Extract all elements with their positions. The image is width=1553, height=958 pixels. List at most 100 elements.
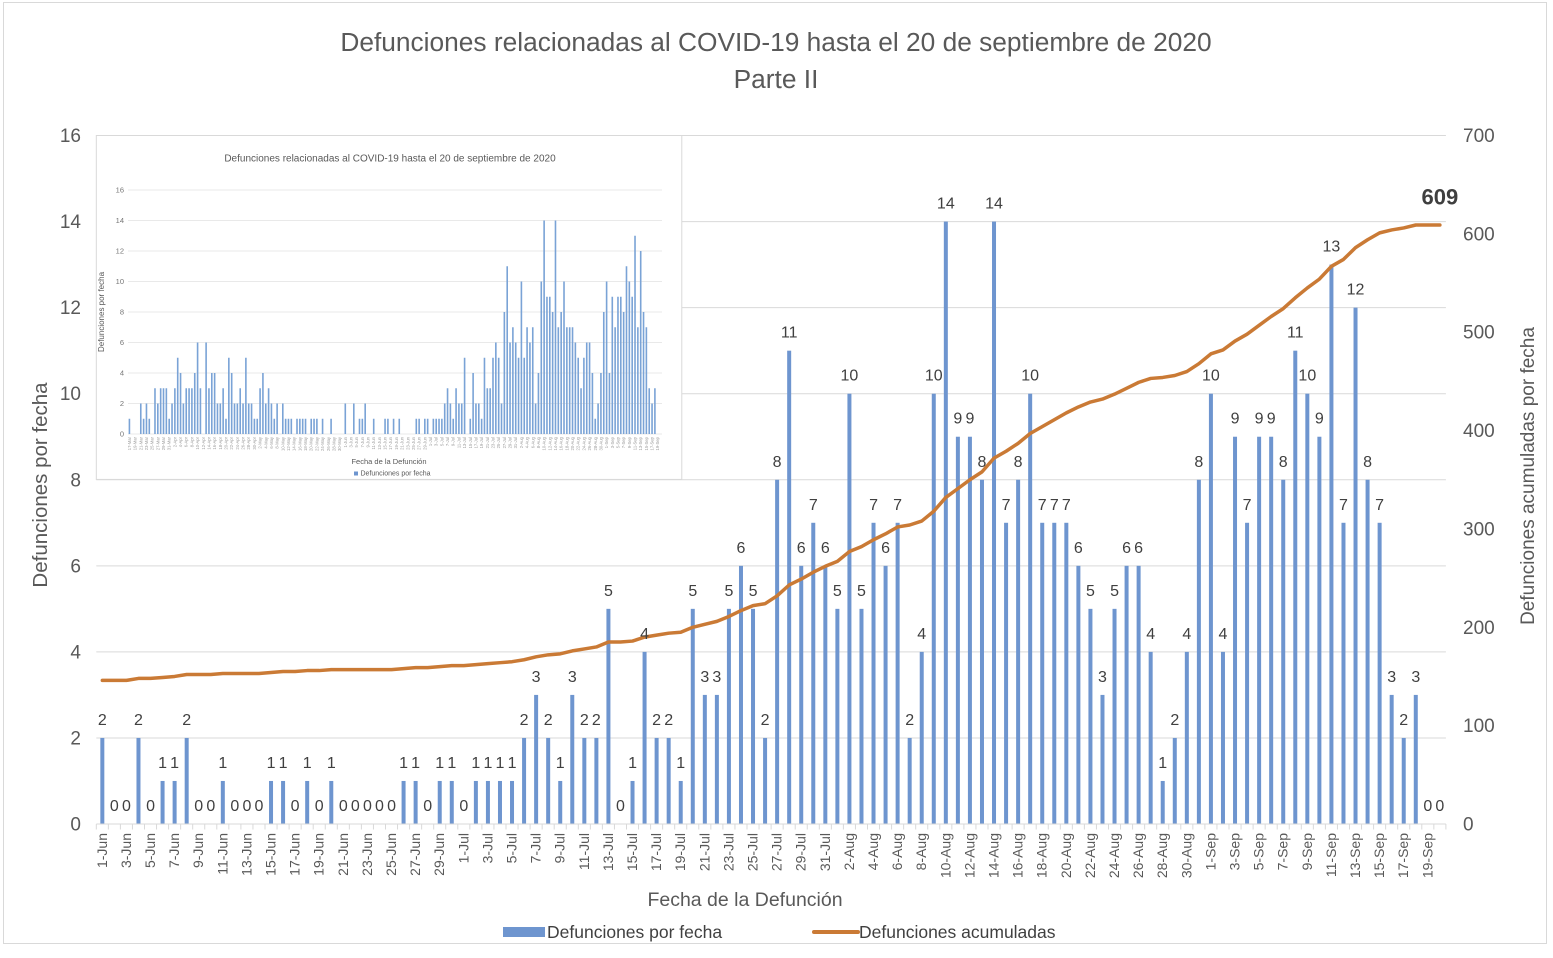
svg-text:10-Aug: 10-Aug <box>937 833 953 878</box>
svg-text:1-Sep: 1-Sep <box>1202 833 1218 871</box>
svg-text:17-Jul: 17-Jul <box>648 833 664 871</box>
svg-text:1: 1 <box>483 755 492 772</box>
svg-text:0: 0 <box>1463 815 1474 836</box>
svg-text:30-May: 30-May <box>337 436 342 451</box>
svg-text:1-Sep: 1-Sep <box>604 436 609 448</box>
svg-text:14: 14 <box>985 196 1003 213</box>
svg-text:28-May: 28-May <box>331 436 336 451</box>
svg-text:4: 4 <box>640 626 649 643</box>
svg-text:1: 1 <box>158 755 167 772</box>
svg-text:6: 6 <box>797 540 806 557</box>
svg-text:9: 9 <box>1267 411 1276 428</box>
svg-text:9-Sep: 9-Sep <box>1299 833 1315 871</box>
svg-text:4-Aug: 4-Aug <box>865 833 881 870</box>
svg-text:2: 2 <box>580 712 589 729</box>
svg-text:29-Jun: 29-Jun <box>431 833 447 876</box>
svg-text:11-Jun: 11-Jun <box>214 833 230 875</box>
svg-text:3: 3 <box>700 669 709 686</box>
svg-text:12-Aug: 12-Aug <box>961 833 977 878</box>
svg-text:27-Mar: 27-Mar <box>155 436 160 450</box>
svg-text:25-Jul: 25-Jul <box>745 833 761 871</box>
svg-text:1-Jun: 1-Jun <box>94 833 110 868</box>
svg-text:14: 14 <box>116 216 124 225</box>
svg-text:0: 0 <box>387 798 396 815</box>
svg-text:11-Sep: 11-Sep <box>633 436 638 450</box>
svg-text:17-Mar: 17-Mar <box>127 436 132 450</box>
svg-text:1: 1 <box>411 755 420 772</box>
svg-text:8-Apr: 8-Apr <box>189 436 194 447</box>
svg-text:Defunciones relacionadas al CO: Defunciones relacionadas al COVID-19 has… <box>340 27 1211 57</box>
svg-text:1: 1 <box>1158 755 1167 772</box>
svg-text:500: 500 <box>1463 323 1495 344</box>
svg-text:10: 10 <box>1298 368 1316 385</box>
svg-text:1: 1 <box>279 755 288 772</box>
svg-text:7-Jun: 7-Jun <box>166 833 182 868</box>
svg-text:1: 1 <box>556 755 565 772</box>
svg-text:5: 5 <box>749 583 758 600</box>
svg-text:2-Apr: 2-Apr <box>172 436 177 447</box>
svg-text:17-Jul: 17-Jul <box>473 437 478 448</box>
svg-text:4: 4 <box>1182 626 1191 643</box>
svg-text:9: 9 <box>965 411 974 428</box>
svg-text:8-Aug: 8-Aug <box>913 833 929 870</box>
svg-text:16: 16 <box>60 126 81 147</box>
svg-text:7-Sep: 7-Sep <box>1275 833 1291 871</box>
svg-text:25-Jun: 25-Jun <box>383 833 399 876</box>
svg-text:15-Sep: 15-Sep <box>1371 833 1387 878</box>
svg-text:0: 0 <box>255 798 264 815</box>
svg-text:6-Aug: 6-Aug <box>530 436 535 448</box>
svg-text:7: 7 <box>893 497 902 514</box>
svg-text:4: 4 <box>120 369 124 378</box>
svg-text:9: 9 <box>1255 411 1264 428</box>
svg-text:7: 7 <box>1243 497 1252 514</box>
svg-text:3-Jul: 3-Jul <box>479 833 495 863</box>
svg-text:300: 300 <box>1463 519 1495 540</box>
svg-text:1: 1 <box>508 755 517 772</box>
svg-text:21-Jul: 21-Jul <box>696 833 712 871</box>
svg-text:14-Apr: 14-Apr <box>206 436 211 449</box>
svg-text:22-Aug: 22-Aug <box>576 436 581 450</box>
svg-text:1: 1 <box>170 755 179 772</box>
svg-text:27-Jun: 27-Jun <box>407 833 423 876</box>
svg-text:1: 1 <box>435 755 444 772</box>
svg-text:Defunciones por fecha: Defunciones por fecha <box>547 922 722 942</box>
svg-text:200: 200 <box>1463 618 1495 639</box>
svg-text:1: 1 <box>471 755 480 772</box>
svg-text:5: 5 <box>604 583 613 600</box>
svg-text:Defunciones por fecha: Defunciones por fecha <box>97 271 106 352</box>
svg-text:5: 5 <box>833 583 842 600</box>
svg-text:5: 5 <box>688 583 697 600</box>
svg-text:23-Mar: 23-Mar <box>144 436 149 450</box>
svg-text:1: 1 <box>628 755 637 772</box>
svg-text:Defunciones relacionadas al CO: Defunciones relacionadas al COVID-19 has… <box>224 154 556 165</box>
svg-text:2-Aug: 2-Aug <box>841 833 857 870</box>
svg-text:10-Aug: 10-Aug <box>542 436 547 450</box>
svg-text:1: 1 <box>267 755 276 772</box>
svg-text:8: 8 <box>773 454 782 471</box>
svg-text:17-Jun: 17-Jun <box>287 833 303 876</box>
svg-text:16-May: 16-May <box>297 436 302 451</box>
svg-text:Defunciones por fecha: Defunciones por fecha <box>29 382 52 588</box>
svg-text:3: 3 <box>568 669 577 686</box>
svg-text:5: 5 <box>724 583 733 600</box>
svg-text:0: 0 <box>1435 798 1444 815</box>
svg-text:23-Jun: 23-Jun <box>405 436 410 449</box>
svg-text:30-Apr: 30-Apr <box>252 436 257 449</box>
svg-text:3-Sep: 3-Sep <box>610 436 615 448</box>
svg-text:10-May: 10-May <box>280 436 285 451</box>
svg-text:0: 0 <box>339 798 348 815</box>
svg-text:3: 3 <box>1098 669 1107 686</box>
svg-text:14: 14 <box>60 212 82 233</box>
svg-text:Fecha de la Defunción: Fecha de la Defunción <box>351 457 426 466</box>
svg-text:29-Mar: 29-Mar <box>161 436 166 450</box>
svg-text:19-Jun: 19-Jun <box>394 436 399 449</box>
svg-text:2: 2 <box>1170 712 1179 729</box>
svg-text:17-Jun: 17-Jun <box>388 436 393 449</box>
svg-text:27-Jul: 27-Jul <box>769 833 785 871</box>
svg-text:16-Aug: 16-Aug <box>1010 833 1026 878</box>
svg-text:22-Apr: 22-Apr <box>229 436 234 449</box>
svg-text:8: 8 <box>1279 454 1288 471</box>
svg-text:22-May: 22-May <box>314 436 319 451</box>
svg-text:1: 1 <box>303 755 312 772</box>
svg-text:20-May: 20-May <box>309 436 314 451</box>
